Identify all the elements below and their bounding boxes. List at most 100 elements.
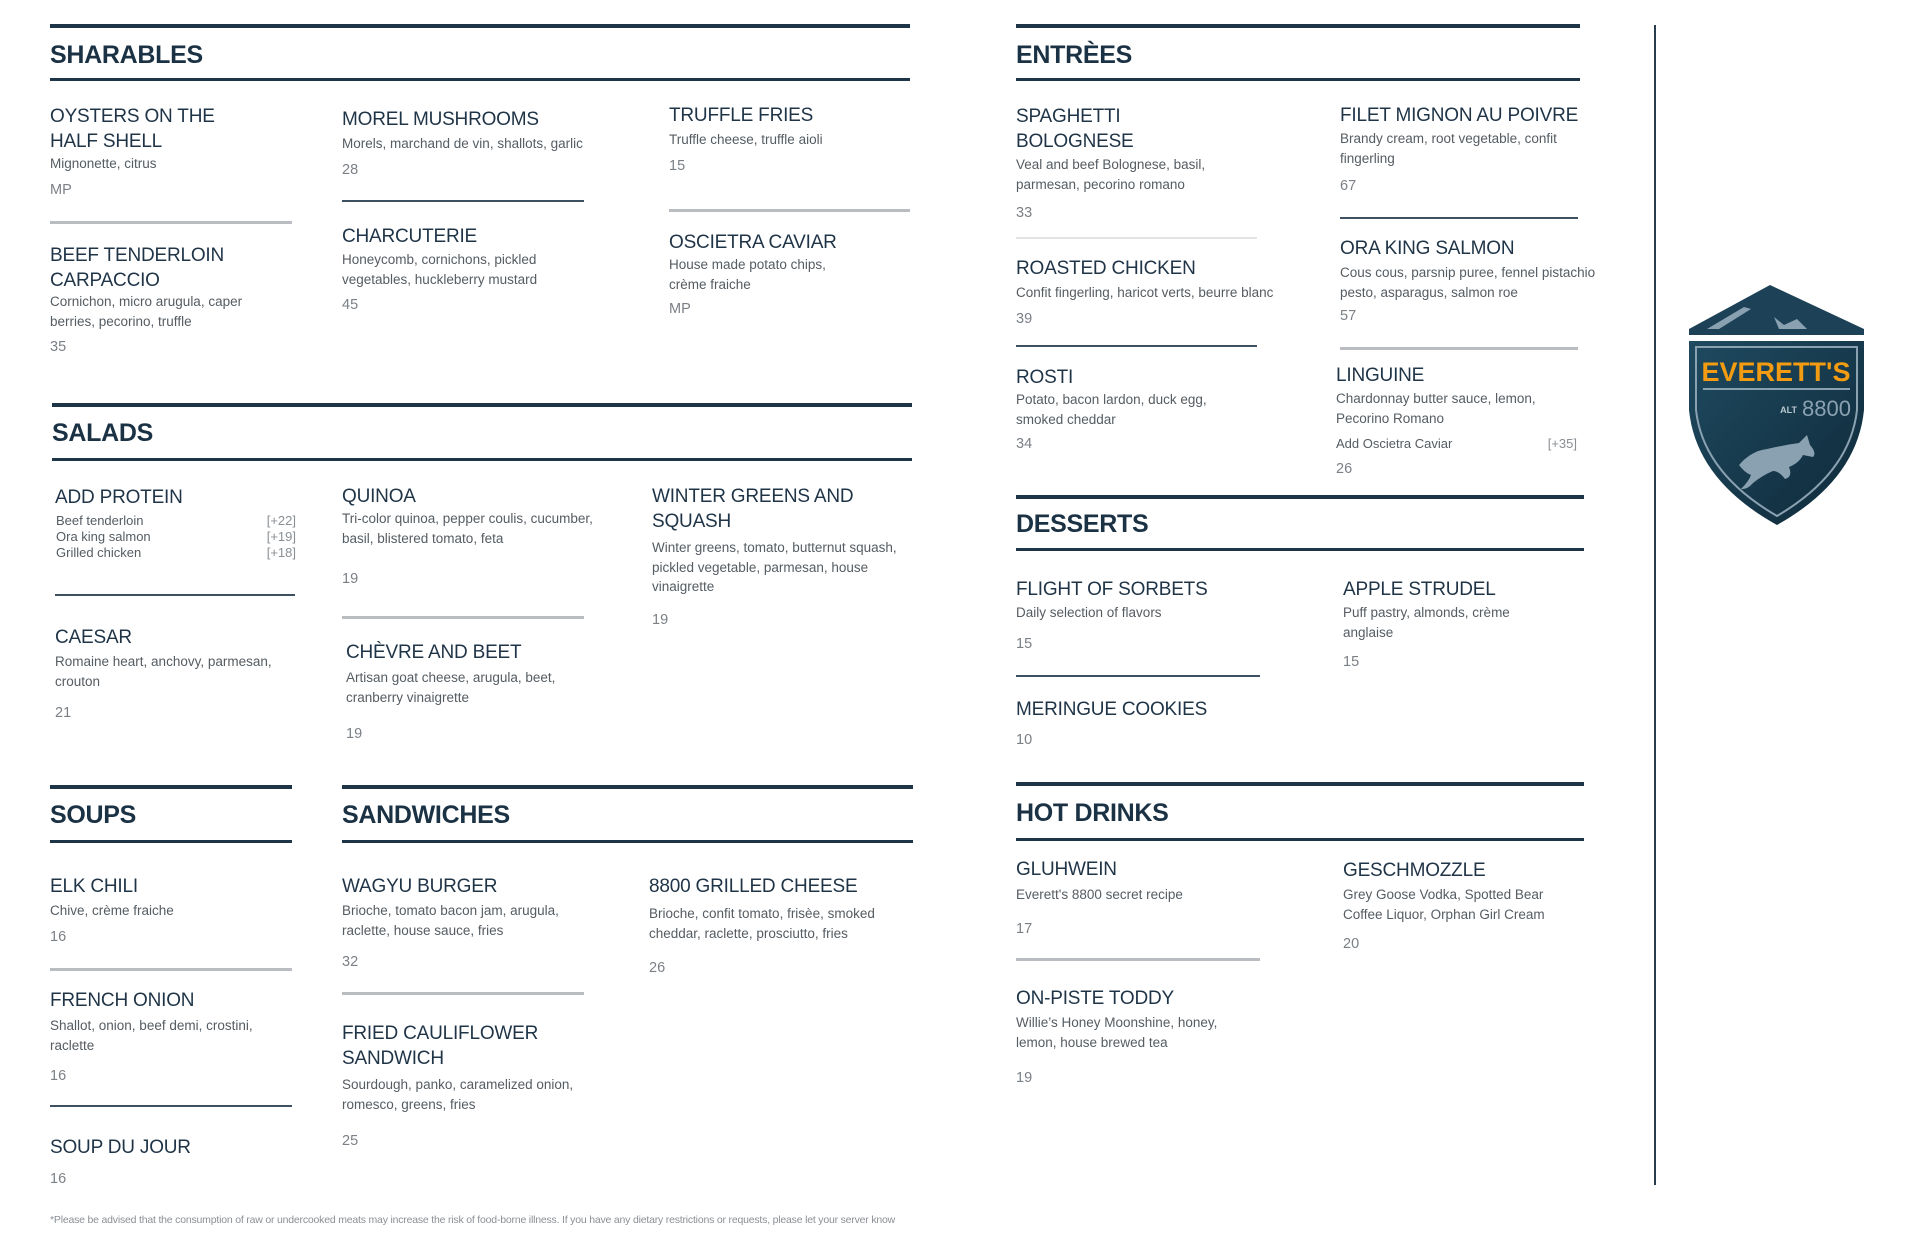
add-protein-title: ADD PROTEIN (55, 487, 183, 508)
sandwiches-heading-rule (342, 840, 913, 843)
menu-item-price: 16 (50, 1171, 67, 1187)
menu-item-price: 19 (1016, 1070, 1033, 1086)
item-divider (50, 221, 292, 224)
menu-item-description: Tri-color quinoa, pepper coulis, cucumbe… (342, 511, 593, 546)
menu-item-name: TRUFFLE FRIES (669, 105, 814, 126)
menu-item-name: FRENCH ONION (50, 990, 195, 1011)
protein-option-price: [+18] (266, 545, 296, 560)
menu-item-name: FILET MIGNON AU POIVRE (1340, 105, 1579, 126)
menu-item-name: ROSTI (1016, 367, 1074, 388)
protein-option-label: Grilled chicken (56, 545, 142, 560)
menu-item-description: Sourdough, panko, caramelized onion, rom… (342, 1077, 574, 1112)
menu-item-description: Romaine heart, anchovy, parmesan, crouto… (55, 654, 272, 689)
menu-item-description: Winter greens, tomato, butternut squash,… (652, 540, 897, 594)
menu-item-name: QUINOA (342, 486, 416, 507)
menu-item-name: ORA KING SALMON (1340, 238, 1515, 259)
shield-logo-icon: EVERETT'S ALT 8800 (1689, 285, 1864, 525)
salads-heading-rule (52, 458, 912, 461)
item-divider (1340, 347, 1578, 350)
menu-item-price: 34 (1016, 436, 1033, 452)
menu-item-price: 20 (1343, 936, 1360, 952)
menu-item-name: SPAGHETTI BOLOGNESE (1016, 106, 1134, 152)
protein-option-price: [+22] (266, 513, 296, 528)
menu-item-name: WAGYU BURGER (342, 876, 498, 897)
menu-item-name: CHARCUTERIE (342, 226, 478, 247)
desserts-heading: DESSERTS (1016, 510, 1149, 538)
menu-item-description: Confit fingerling, haricot verts, beurre… (1016, 285, 1274, 300)
protein-option-price: [+19] (266, 529, 296, 544)
menu-item-name: OYSTERS ON THE HALF SHELL (50, 106, 215, 152)
hot_drinks-heading: HOT DRINKS (1016, 799, 1169, 827)
salads-heading: SALADS (52, 419, 153, 447)
menu-item-description: Mignonette, citrus (50, 156, 157, 171)
hot_drinks-top-rule (1016, 782, 1584, 786)
menu-item-price: 15 (1016, 636, 1033, 652)
protein-option-label: Ora king salmon (56, 529, 151, 544)
menu-item-description: Honeycomb, cornichons, pickled vegetable… (342, 252, 538, 287)
menu-item-description: Grey Goose Vodka, Spotted Bear Coffee Li… (1343, 887, 1545, 922)
menu-item-description: Morels, marchand de vin, shallots, garli… (342, 136, 583, 151)
menu-item-name: ROASTED CHICKEN (1016, 258, 1196, 279)
soups-top-rule (50, 785, 292, 789)
soups-heading: SOUPS (50, 801, 137, 829)
add-on-label: Add Oscietra Caviar (1336, 436, 1453, 451)
hot_drinks-heading-rule (1016, 838, 1584, 841)
menu-item-description: Chardonnay butter sauce, lemon, Pecorino… (1336, 391, 1536, 426)
menu-item-price: 19 (652, 612, 669, 628)
item-divider (1340, 217, 1578, 219)
desserts-heading-rule (1016, 548, 1584, 551)
menu-item-price: 67 (1340, 178, 1357, 194)
menu-item-price: 15 (1343, 654, 1360, 670)
entrees-heading: ENTRÈES (1016, 41, 1132, 69)
add-on-price: [+35] (1547, 436, 1577, 451)
item-divider (1016, 237, 1257, 239)
menu-item-price: 16 (50, 1068, 67, 1084)
soups-heading-rule (50, 840, 292, 843)
menu-item-price: 28 (342, 162, 359, 178)
menu-item-name: SOUP DU JOUR (50, 1137, 191, 1158)
menu-item-description: Veal and beef Bolognese, basil, parmesan… (1016, 157, 1206, 192)
everetts-logo: EVERETT'S ALT 8800 (1689, 285, 1864, 527)
menu-item-price: 19 (346, 726, 363, 742)
goat-icon (1739, 435, 1815, 490)
item-divider (342, 992, 584, 995)
menu-item-description: Daily selection of flavors (1016, 605, 1162, 620)
menu-item-price: 33 (1016, 205, 1033, 221)
logo-name: EVERETT'S (1702, 357, 1851, 387)
protein-option-label: Beef tenderloin (56, 513, 144, 528)
menu-item-description: Willie’s Honey Moonshine, honey, lemon, … (1016, 1015, 1218, 1050)
menu-item-price: 26 (1336, 461, 1353, 477)
menu-item-name: ELK CHILI (50, 876, 138, 897)
menu-item-description: Brioche, tomato bacon jam, arugula, racl… (342, 903, 559, 938)
logo-altitude: 8800 (1802, 396, 1851, 421)
menu-item-description: Truffle cheese, truffle aioli (669, 132, 823, 147)
logo-alt: ALT (1780, 405, 1797, 415)
item-divider (50, 968, 292, 971)
menu-item-description: Brioche, confit tomato, frisèe, smoked c… (649, 906, 875, 941)
entrees-top-rule (1016, 24, 1580, 28)
menu-item-name: APPLE STRUDEL (1343, 579, 1496, 600)
desserts-top-rule (1016, 495, 1584, 499)
menu-item-description: Everett's 8800 secret recipe (1016, 887, 1183, 902)
menu-item-price: 35 (50, 339, 67, 355)
menu-item-description: Artisan goat cheese, arugula, beet, cran… (346, 670, 556, 705)
menu-item-description: Brandy cream, root vegetable, confit fin… (1340, 131, 1557, 166)
menu-item-name: FRIED CAULIFLOWER SANDWICH (342, 1023, 539, 1069)
menu-item-name: CHÈVRE AND BEET (346, 642, 522, 663)
menu-item-price: 32 (342, 954, 359, 970)
entrees-heading-rule (1016, 78, 1580, 81)
item-divider (55, 594, 295, 596)
menu-item-price: 39 (1016, 311, 1033, 327)
menu-item-description: Cous cous, parsnip puree, fennel pistach… (1340, 265, 1596, 300)
item-divider (342, 616, 584, 619)
menu-item-name: WINTER GREENS AND SQUASH (652, 486, 854, 532)
menu-item-description: House made potato chips, crème fraiche (669, 257, 826, 292)
menu-item-price: MP (669, 301, 691, 317)
menu-item-description: Cornichon, micro arugula, caper berries,… (50, 294, 243, 329)
menu-item-price: 21 (55, 705, 72, 721)
item-divider (50, 1105, 292, 1107)
column-divider (1654, 25, 1656, 1185)
menu-item-description: Puff pastry, almonds, crème anglaise (1343, 605, 1510, 640)
item-divider (1016, 675, 1260, 677)
menu-item-name: MOREL MUSHROOMS (342, 109, 539, 130)
